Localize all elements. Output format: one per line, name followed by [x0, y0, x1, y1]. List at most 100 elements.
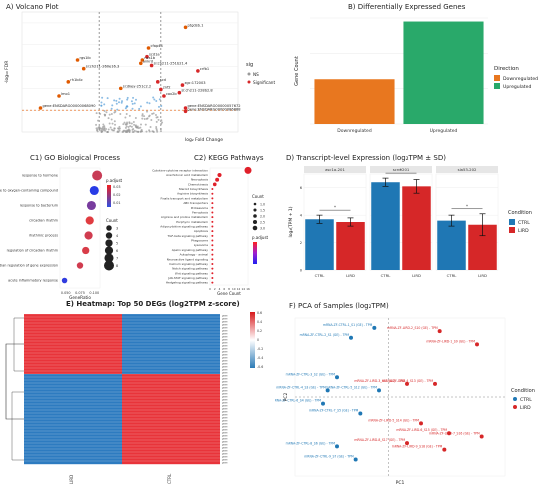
count-legend-label: 3.0 — [260, 227, 265, 231]
bar-ctrl — [371, 182, 400, 270]
ns-point — [133, 123, 136, 126]
ns-point — [157, 105, 160, 108]
go-term-label: circadian rhythm — [29, 219, 58, 223]
ns-point — [102, 123, 105, 126]
go-term-label: rhythmic process — [29, 234, 58, 238]
ns-point — [144, 123, 147, 126]
colorbar-tick: 0.4 — [257, 320, 262, 324]
gene-label: si:dkey-251c2.2 — [123, 84, 151, 88]
pca-point-label: mRNA-ZF-CTRL-2_S1 (GE) - TPM — [300, 333, 350, 337]
ns-point — [128, 122, 131, 125]
legend-swatch — [509, 219, 515, 225]
pca-point-label: mRNA-ZF-LIRD-5_S14 (GE) - TPM — [368, 418, 419, 422]
row-label: gene — [222, 326, 228, 329]
heatmap-cell — [122, 350, 220, 354]
row-label: gene — [222, 317, 228, 320]
heatmap-cell — [24, 365, 122, 369]
ns-point — [152, 96, 155, 99]
ns-point — [157, 118, 160, 121]
count-legend-dot — [252, 219, 258, 225]
ns-point — [125, 125, 128, 128]
go-term-label: circadian regulation of gene expression — [0, 264, 58, 268]
ns-point — [118, 97, 121, 100]
kegg-term-label: Neuroactive ligand signaling — [167, 257, 208, 261]
kegg-term-label: Autophagy - animal — [180, 253, 209, 257]
heatmap-cell — [24, 404, 122, 408]
ns-point — [121, 130, 124, 133]
y-tick-label: 4 — [300, 213, 303, 217]
panel-d: D) Transcript-level Expression (log₂TPM … — [282, 152, 550, 300]
significant-point — [162, 94, 166, 98]
heatmap-cell — [122, 383, 220, 387]
pca-point-label: mRNA-ZF-CTRL-9_S7 (GE) - TPM — [304, 455, 354, 459]
ns-point — [136, 125, 139, 128]
heatmap-cell — [24, 371, 122, 375]
kegg-dot — [217, 172, 222, 178]
bar-upregulated — [403, 21, 484, 124]
heatmap-cell — [24, 359, 122, 363]
pca-point-label: mRNA-ZF-LIRD-2_S10 (GE) - TPM — [387, 326, 438, 330]
pca-point-ctrl — [349, 335, 353, 340]
kegg-dot — [211, 188, 214, 191]
colorbar-tick: -0.4 — [257, 356, 263, 360]
kegg-dot — [211, 267, 214, 270]
ns-point — [126, 105, 129, 108]
ns-point — [120, 101, 123, 104]
ns-point — [155, 99, 158, 102]
row-label: gene — [222, 395, 228, 398]
ns-point — [107, 117, 110, 120]
heatmap-cell — [122, 347, 220, 351]
kegg-dot — [211, 253, 214, 256]
ns-point — [116, 130, 119, 133]
ns-point — [101, 126, 104, 129]
go-term-label: response to hormone — [22, 174, 58, 178]
kegg-term-label: Calcium signaling pathway — [169, 262, 208, 266]
gene-label: scd — [160, 78, 166, 82]
ns-point — [114, 123, 117, 126]
ns-point — [121, 100, 124, 103]
heatmap-cell — [122, 431, 220, 435]
ns-point — [155, 120, 158, 123]
row-label: gene — [222, 443, 228, 446]
row-label: gene — [222, 365, 228, 368]
ns-point — [118, 125, 121, 128]
heatmap-cell — [24, 329, 122, 333]
pca-point-lird — [437, 329, 442, 334]
ns-point — [130, 125, 133, 128]
ns-point — [126, 130, 129, 133]
heatmap-cell — [122, 419, 220, 423]
legend-sig-label: Significant — [253, 80, 275, 85]
go-dot — [86, 200, 96, 211]
x-tick-label: 14 — [241, 287, 245, 291]
gene-label: ankrd — [143, 59, 153, 63]
padj-tick: 0.01 — [113, 201, 121, 205]
count-legend-dot — [104, 260, 114, 271]
ns-point — [100, 101, 103, 104]
ns-point — [129, 125, 132, 128]
column-label: LIRD — [69, 475, 74, 484]
x-tick-label: Downregulated — [337, 128, 372, 134]
kegg-term-label: Phagosome — [191, 239, 208, 243]
kegg-term-label: Cytokine-cytokine receptor interaction — [152, 168, 208, 172]
heatmap-cell — [122, 413, 220, 417]
panel-c1-title: C1) GO Biological Process — [30, 154, 120, 162]
ns-point — [130, 122, 133, 125]
heatmap-cell — [24, 383, 122, 387]
heatmap-cell — [24, 344, 122, 348]
ns-point — [160, 122, 163, 125]
count-legend-label: 1.0 — [260, 203, 265, 207]
x-tick-label: LIRD — [478, 273, 487, 278]
ns-point — [126, 96, 129, 99]
heatmap-cell — [122, 332, 220, 336]
colorbar-tick: 0.2 — [257, 329, 262, 333]
heatmap-cell — [24, 449, 122, 453]
ns-point — [126, 98, 129, 101]
gene-label: cox2b — [166, 92, 177, 96]
legend-ns-swatch — [247, 72, 251, 76]
heatmap-cell — [122, 368, 220, 372]
padj-colorbar — [107, 185, 111, 207]
heatmap-cell — [24, 458, 122, 462]
colorbar-tick: -0.6 — [257, 365, 263, 369]
ns-point — [124, 107, 127, 110]
kegg-dot — [211, 202, 214, 205]
